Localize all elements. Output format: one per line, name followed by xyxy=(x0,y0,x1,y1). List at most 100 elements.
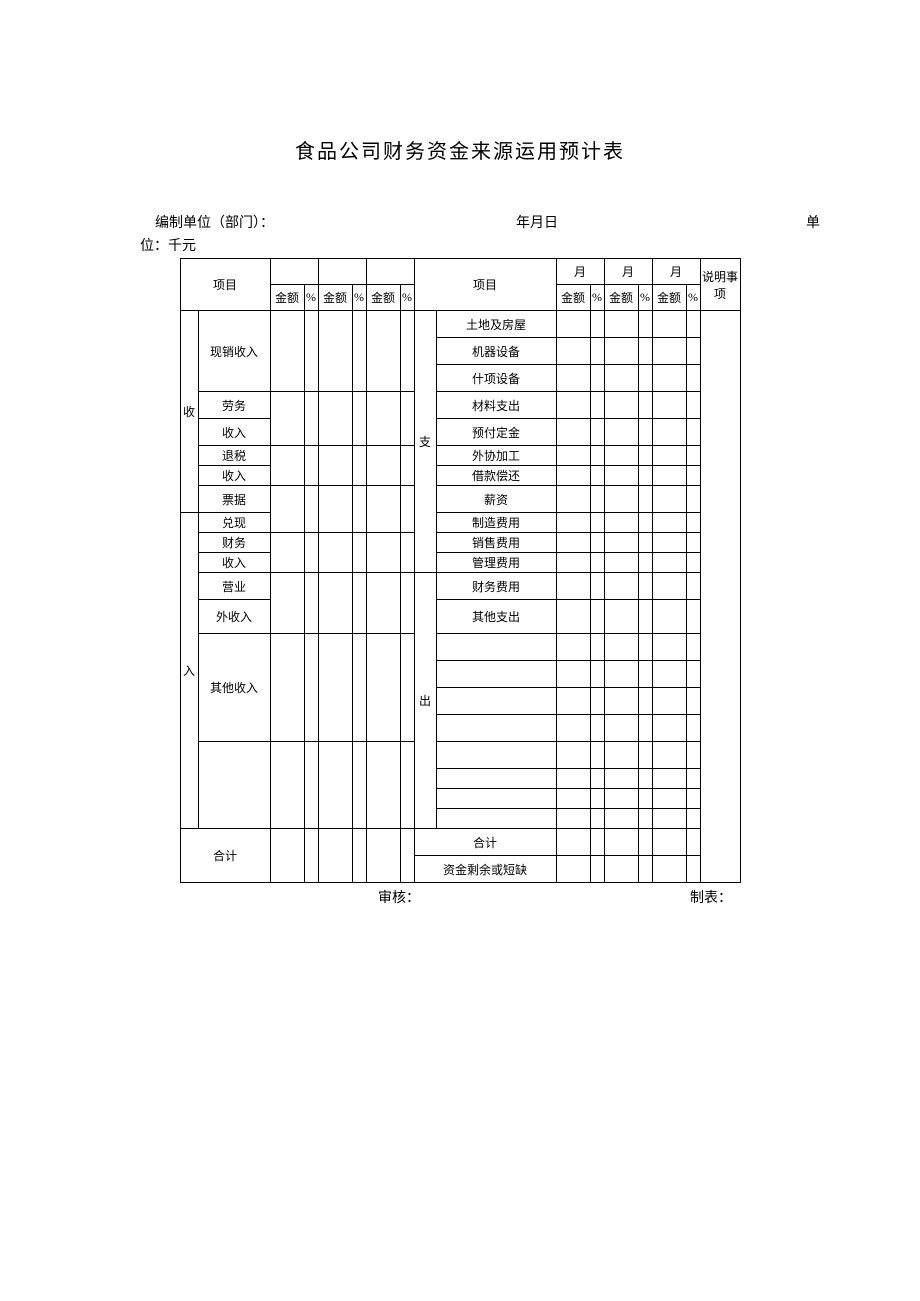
cell xyxy=(556,829,590,856)
table-row: 收入 借款偿还 xyxy=(180,466,740,486)
left-item: 退税 xyxy=(198,446,270,466)
prepare-label: 制表： xyxy=(432,887,744,907)
cell xyxy=(400,829,414,883)
cell xyxy=(604,769,638,789)
cell xyxy=(604,688,638,715)
cell xyxy=(556,486,590,513)
cell xyxy=(638,392,652,419)
cell xyxy=(604,365,638,392)
cell xyxy=(304,311,318,392)
table-row: 其他收入 xyxy=(180,634,740,661)
cell xyxy=(638,446,652,466)
right-item: 借款偿还 xyxy=(436,466,556,486)
cell xyxy=(352,829,366,883)
cell xyxy=(318,829,352,883)
cell xyxy=(638,486,652,513)
cell xyxy=(318,486,352,533)
cell xyxy=(686,634,700,661)
cell xyxy=(270,634,304,742)
cell xyxy=(590,338,604,365)
cell xyxy=(686,809,700,829)
cell xyxy=(638,856,652,883)
cell xyxy=(590,829,604,856)
cell xyxy=(652,446,686,466)
table-row: 收入 管理费用 xyxy=(180,553,740,573)
footer-row: 审核： 制表： xyxy=(100,887,820,907)
cell xyxy=(556,533,590,553)
left-group-top: 收 xyxy=(180,311,198,513)
right-item: 财务费用 xyxy=(436,573,556,600)
cell xyxy=(652,533,686,553)
cell xyxy=(590,789,604,809)
cell xyxy=(352,533,366,573)
table-row: 收入 预付定金 xyxy=(180,419,740,446)
left-item: 兑现 xyxy=(198,513,270,533)
cell xyxy=(304,392,318,446)
table-row: 营业 出 财务费用 xyxy=(180,573,740,600)
left-item: 外收入 xyxy=(198,600,270,634)
hdr-percent: % xyxy=(352,285,366,311)
table-row: 劳务 材料支出 xyxy=(180,392,740,419)
cell xyxy=(686,600,700,634)
table-row: 财务 销售费用 xyxy=(180,533,740,553)
cell xyxy=(556,392,590,419)
cell xyxy=(590,466,604,486)
cell xyxy=(590,688,604,715)
cell xyxy=(590,809,604,829)
cell xyxy=(604,661,638,688)
right-group-top: 支 xyxy=(414,311,436,573)
hdr-percent: % xyxy=(686,285,700,311)
left-group-bottom: 入 xyxy=(180,513,198,829)
cell xyxy=(352,486,366,533)
cell xyxy=(604,311,638,338)
cell xyxy=(638,600,652,634)
cell xyxy=(590,446,604,466)
cell xyxy=(556,769,590,789)
hdr-percent: % xyxy=(590,285,604,311)
cell xyxy=(556,419,590,446)
cell xyxy=(638,553,652,573)
cell xyxy=(652,338,686,365)
cell xyxy=(400,634,414,742)
right-total: 合计 xyxy=(414,829,556,856)
right-item xyxy=(436,715,556,742)
cell xyxy=(556,365,590,392)
cell xyxy=(400,392,414,446)
left-item: 营业 xyxy=(198,573,270,600)
cell xyxy=(638,634,652,661)
table-total-row: 合计 合计 xyxy=(180,829,740,856)
hdr-m2-right: 月 xyxy=(604,259,652,285)
table-row: 外收入 其他支出 xyxy=(180,600,740,634)
right-item: 其他支出 xyxy=(436,600,556,634)
cell xyxy=(366,634,400,742)
cell xyxy=(638,419,652,446)
cell xyxy=(686,769,700,789)
cell xyxy=(400,446,414,486)
cell xyxy=(604,466,638,486)
cell xyxy=(318,533,352,573)
cell xyxy=(318,573,352,634)
right-surplus: 资金剩余或短缺 xyxy=(414,856,556,883)
cell xyxy=(556,466,590,486)
unit-prefix: 单 xyxy=(800,212,820,232)
cell xyxy=(318,634,352,742)
hdr-m2-left xyxy=(318,259,366,285)
cell xyxy=(590,856,604,883)
cell xyxy=(352,446,366,486)
cell xyxy=(400,486,414,533)
hdr-item-right: 项目 xyxy=(414,259,556,311)
cell xyxy=(638,688,652,715)
cell xyxy=(604,573,638,600)
date-label: 年月日 xyxy=(516,212,558,232)
cell xyxy=(590,486,604,513)
cell xyxy=(652,661,686,688)
cell xyxy=(590,573,604,600)
cell xyxy=(556,311,590,338)
cell xyxy=(604,486,638,513)
cell xyxy=(652,365,686,392)
left-item: 劳务 xyxy=(198,392,270,419)
left-item xyxy=(198,742,270,829)
cell xyxy=(556,573,590,600)
cell xyxy=(652,688,686,715)
right-item: 外协加工 xyxy=(436,446,556,466)
